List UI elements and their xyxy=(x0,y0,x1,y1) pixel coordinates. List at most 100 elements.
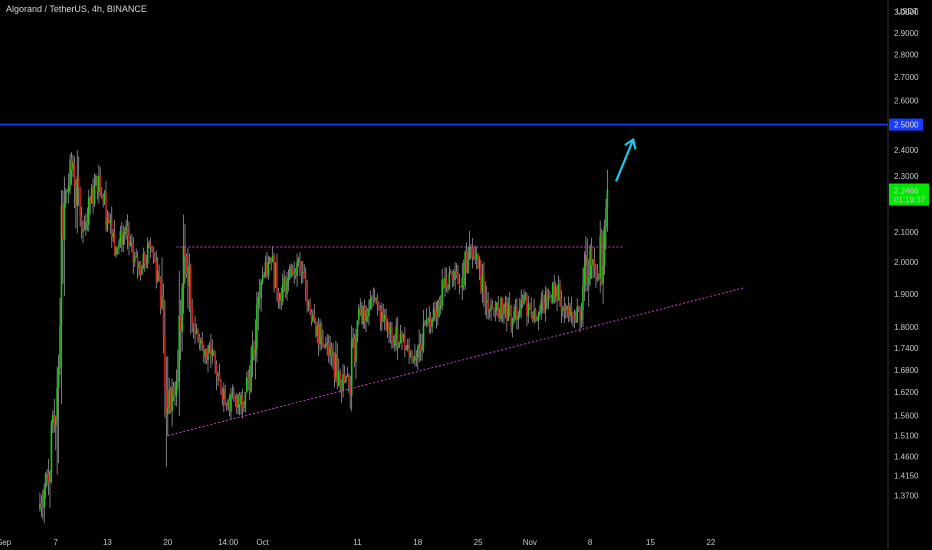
candle xyxy=(363,299,366,329)
candle xyxy=(158,264,160,282)
candle xyxy=(352,327,354,349)
candle-body xyxy=(350,340,353,396)
candle-body xyxy=(602,265,604,284)
candle-body xyxy=(337,371,340,386)
candle xyxy=(244,392,247,413)
candle xyxy=(337,358,340,387)
candle-body xyxy=(145,263,148,265)
candle-body xyxy=(606,189,609,209)
candle xyxy=(302,260,304,284)
candle-body xyxy=(475,253,478,259)
candle xyxy=(326,334,329,356)
candle-body xyxy=(319,324,321,345)
candle xyxy=(300,261,303,285)
price-tick-label: 1.4600 xyxy=(894,452,919,461)
candle xyxy=(159,276,162,315)
candle-body xyxy=(355,336,357,363)
price-axis[interactable]: 3.0000 2.9000 2.8000 2.7000 2.6000 2.5000 2.40… xyxy=(894,8,919,501)
candle xyxy=(154,252,156,263)
candle xyxy=(307,299,310,312)
candle-body xyxy=(471,246,474,258)
candle xyxy=(468,231,471,261)
candle xyxy=(122,225,125,253)
triangle-support-line[interactable] xyxy=(167,286,746,437)
candle xyxy=(57,354,60,463)
candle xyxy=(445,267,448,293)
candle-body xyxy=(316,325,318,337)
candle xyxy=(356,320,359,343)
candle-body xyxy=(218,373,221,381)
candle-body xyxy=(557,283,560,301)
candle-body xyxy=(432,308,435,320)
candle-body xyxy=(560,299,563,311)
candle-body xyxy=(197,330,199,337)
candle xyxy=(314,318,317,338)
candle-body xyxy=(365,310,367,322)
price-tick-label: 1.4150 xyxy=(894,472,919,481)
candle-body xyxy=(178,315,181,383)
candle-body xyxy=(184,246,186,257)
candle xyxy=(546,287,548,309)
candle xyxy=(241,388,244,419)
candle-body xyxy=(256,304,258,350)
candle-body xyxy=(552,283,554,303)
candle-body xyxy=(527,303,530,317)
candle xyxy=(418,329,420,363)
candle-body xyxy=(550,296,553,303)
candle-body xyxy=(547,296,550,301)
price-tick-label: 2.3000 xyxy=(894,172,919,181)
candle xyxy=(419,333,422,361)
candle xyxy=(181,282,183,352)
candle-body xyxy=(406,344,409,349)
candle-body xyxy=(382,311,385,321)
candle xyxy=(373,288,376,303)
candle-body xyxy=(224,389,227,405)
candle xyxy=(53,398,56,433)
candle-body xyxy=(248,379,251,392)
candle xyxy=(362,305,364,329)
candle xyxy=(448,265,451,291)
time-axis[interactable]: Sep 7 13 20 14:00 Oct 11 18 25 Nov 8 15 22 xyxy=(0,538,716,547)
candle xyxy=(434,300,436,322)
candle xyxy=(353,334,356,368)
candle-body xyxy=(225,404,228,407)
candle xyxy=(228,394,231,417)
candle xyxy=(475,246,478,270)
candle-body xyxy=(194,327,196,334)
candle xyxy=(531,311,534,323)
candle xyxy=(516,297,518,330)
candle-body xyxy=(46,473,48,475)
candle-body xyxy=(429,316,432,328)
candle-body xyxy=(576,306,579,323)
candle-body xyxy=(597,277,600,279)
candle-body xyxy=(574,319,577,323)
candle-body xyxy=(109,219,112,224)
candle-body xyxy=(592,259,594,266)
candle xyxy=(238,392,241,416)
candle xyxy=(227,398,229,411)
candle xyxy=(350,325,353,412)
candle-body xyxy=(395,326,398,340)
candle xyxy=(370,295,373,310)
candle-body xyxy=(577,306,580,310)
candle-body xyxy=(451,273,454,278)
candle-body xyxy=(409,353,412,356)
price-tick-label: 1.5100 xyxy=(894,432,919,441)
candle xyxy=(289,264,291,280)
candle xyxy=(319,318,321,352)
candle-body xyxy=(333,353,336,379)
candle-body xyxy=(112,232,114,237)
candle xyxy=(143,251,146,273)
target-arrow[interactable] xyxy=(615,137,637,182)
candle xyxy=(123,227,126,245)
candle xyxy=(529,302,531,311)
candle xyxy=(72,154,74,178)
candle-body xyxy=(136,256,139,269)
candle xyxy=(85,213,87,236)
candle-body xyxy=(283,277,285,285)
candle xyxy=(465,242,468,274)
candle-body xyxy=(381,311,383,323)
candle xyxy=(79,186,81,227)
candle xyxy=(82,220,84,244)
